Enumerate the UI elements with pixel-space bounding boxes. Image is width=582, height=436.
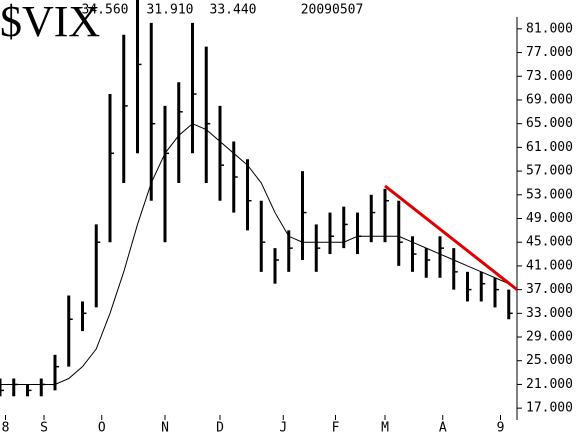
x-tick-label: D <box>216 421 224 436</box>
header-value: 31.910 <box>147 3 194 18</box>
y-tick-label: 29.000 <box>526 330 573 345</box>
x-tick-label: 9 <box>497 421 505 436</box>
x-tick-label: N <box>161 421 169 436</box>
trendline <box>384 184 518 291</box>
y-tick-label: 77.000 <box>526 45 573 60</box>
y-tick-label: 53.000 <box>526 187 573 202</box>
header-value: 20090507 <box>301 3 364 18</box>
x-tick-label: 8 <box>2 421 10 436</box>
y-tick-label: 45.000 <box>526 235 573 250</box>
header-value: 33.440 <box>210 3 257 18</box>
x-tick-label: M <box>381 421 389 436</box>
y-tick-label: 41.000 <box>526 258 573 273</box>
y-tick-label: 61.000 <box>526 140 573 155</box>
y-tick-label: 57.000 <box>526 164 573 179</box>
x-tick-label: S <box>40 421 48 436</box>
y-tick-label: 21.000 <box>526 377 573 392</box>
y-tick-label: 81.000 <box>526 21 573 36</box>
x-tick-label: F <box>332 421 340 436</box>
x-tick-label: O <box>98 421 106 436</box>
x-tick-label: J <box>279 421 287 436</box>
moving-average <box>0 123 509 385</box>
y-tick-label: 69.000 <box>526 92 573 107</box>
y-tick-label: 33.000 <box>526 306 573 321</box>
y-tick-label: 37.000 <box>526 282 573 297</box>
y-tick-label: 73.000 <box>526 69 573 84</box>
header-value: 34.560 <box>82 3 129 18</box>
y-tick-label: 49.000 <box>526 211 573 226</box>
y-tick-label: 25.000 <box>526 353 573 368</box>
chart-title: $VIX <box>0 0 100 46</box>
y-tick-label: 65.000 <box>526 116 573 131</box>
y-tick-label: 17.000 <box>526 401 573 416</box>
x-tick-label: A <box>439 421 447 436</box>
